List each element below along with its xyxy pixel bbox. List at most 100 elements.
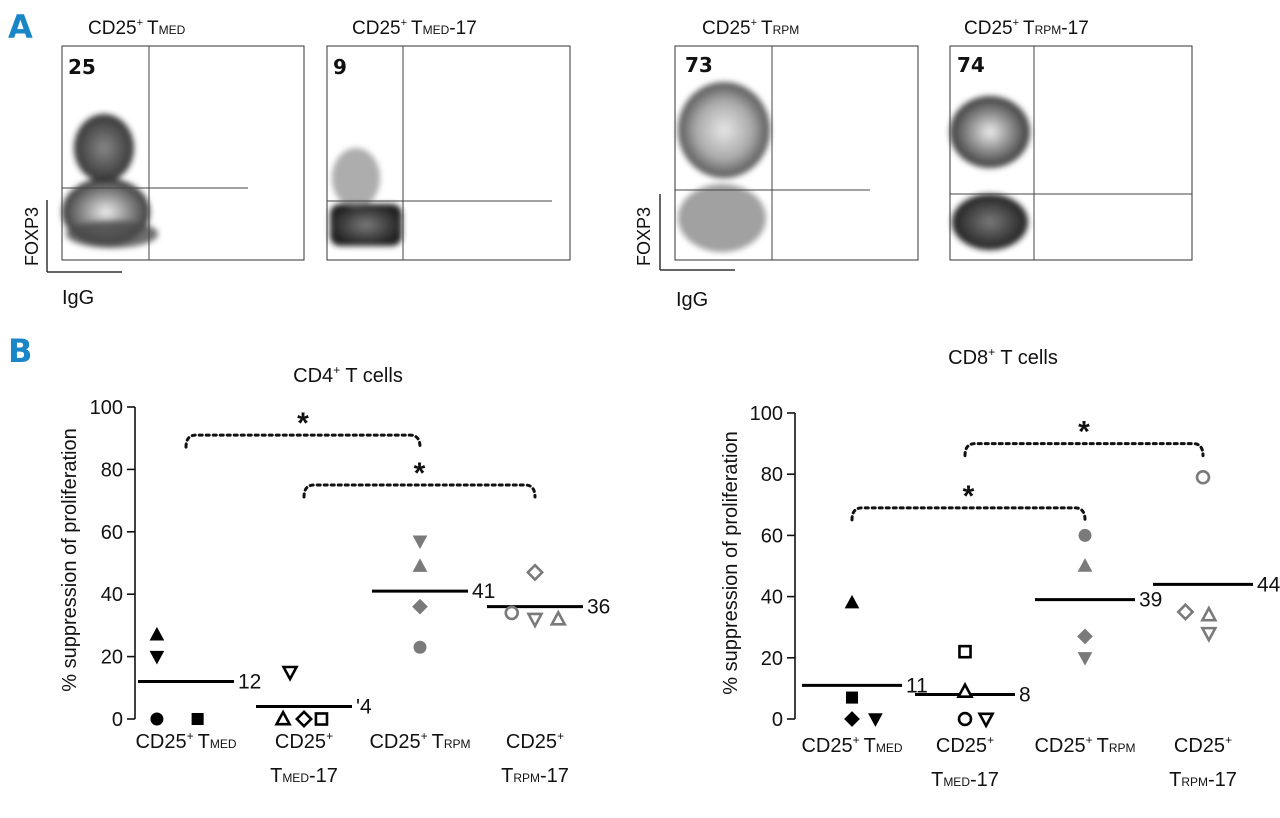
significance-star: *: [963, 480, 975, 513]
y-tick-label: 100: [750, 403, 783, 425]
significance-bracket: [302, 483, 537, 499]
category-label-line2: TRPM-17: [1169, 769, 1237, 791]
y-tick-label: 20: [101, 647, 123, 669]
flow-plot-3: CD25+ TRPM 73 FOXP3 IgG: [634, 17, 919, 311]
flow-plot-2: CD25+ TMED-17 9: [326, 17, 571, 261]
cd8-scatter-plot: CD8+ T cells % suppression of proliferat…: [720, 345, 1280, 791]
y-tick-label: 20: [761, 648, 783, 670]
data-point-circle: [1078, 528, 1092, 542]
category-labels: CD25+ TMED CD25+ TMED-17 CD25+ TRPM CD25+ TRPM-…: [801, 733, 1236, 791]
y-tick-label: 40: [761, 587, 783, 609]
data-point-triangle-up: [844, 594, 860, 609]
data-point-triangle-down: [149, 650, 165, 665]
data-point-diamond: [412, 598, 428, 615]
flow-plot-1: CD25+ TMED 25 FOXP3 IgG: [22, 17, 305, 309]
category-label: CD25+ TMED: [135, 729, 236, 753]
data-point-square: [314, 712, 329, 726]
category-label: CD25+ TRPM: [369, 729, 470, 753]
dot-cloud: [678, 82, 770, 252]
dot-cloud: [950, 96, 1030, 250]
y-axis: 0 20 40 60 80 100: [90, 397, 136, 731]
data-point-triangle-up: [412, 558, 428, 572]
data-point-diamond: [295, 710, 313, 728]
mean-value-label: 8: [1019, 684, 1031, 707]
category-label: CD25+: [275, 729, 333, 753]
category-label-line2: TMED-17: [931, 769, 999, 791]
quadrant-percentage: 25: [68, 55, 96, 79]
mean-lines: 12 '4 41 36: [138, 580, 610, 719]
data-point-triangle-up: [149, 626, 165, 641]
y-tick-label: 100: [90, 397, 123, 419]
category-label: CD25+: [1174, 733, 1232, 757]
y-tick-label: 60: [101, 522, 123, 544]
flow-plot-title: CD25+ TRPM-17: [964, 17, 1089, 39]
significance-bracket: [963, 442, 1205, 458]
category-labels: CD25+ TMED CD25+ TMED-17 CD25+ TRPM CD25+ TRPM-…: [135, 729, 568, 787]
data-point-diamond: [1176, 602, 1195, 621]
category-label: CD25+ TMED: [801, 733, 902, 757]
data-point-triangle-down: [412, 535, 428, 550]
y-tick-label: 80: [761, 464, 783, 486]
y-tick-label: 80: [101, 459, 123, 481]
data-points: [844, 469, 1218, 729]
data-point-diamond: [1077, 628, 1093, 645]
significance-brackets: **: [184, 407, 537, 499]
mean-value-label: 39: [1139, 589, 1162, 612]
y-tick-label: 0: [112, 709, 123, 731]
significance-star: *: [414, 457, 426, 490]
chart-title: CD4+ T cells: [293, 363, 403, 387]
x-axis-label: IgG: [676, 289, 708, 311]
mean-value-label: 11: [906, 674, 928, 697]
data-point-triangle-down: [1200, 626, 1218, 643]
panel-a-letter: A: [8, 8, 33, 46]
y-tick-label: 60: [761, 525, 783, 547]
y-axis: 0 20 40 60 80 100: [750, 403, 796, 731]
significance-bracket: [850, 506, 1087, 522]
y-tick-label: 0: [772, 709, 783, 731]
data-point-diamond: [844, 711, 860, 727]
data-point-triangle-down: [526, 612, 544, 629]
data-point-square: [191, 712, 204, 726]
mean-value-label: 41: [472, 580, 495, 603]
data-point-square: [958, 644, 972, 659]
data-point-triangle-up: [274, 709, 292, 726]
panel-b-letter: B: [8, 332, 32, 370]
data-point-triangle-down: [1077, 652, 1093, 666]
flow-plot-title: CD25+ TMED-17: [352, 17, 477, 39]
data-point-triangle-up: [1200, 605, 1218, 622]
significance-star: *: [1078, 416, 1090, 449]
mean-value-label: 36: [587, 596, 610, 619]
data-point-diamond: [526, 563, 544, 582]
quadrant-percentage: 73: [685, 53, 713, 77]
cd4-scatter-plot: CD4+ T cells % suppression of proliferat…: [59, 363, 610, 787]
significance-brackets: **: [850, 416, 1205, 522]
data-point-triangle-down: [281, 665, 299, 682]
data-point-square: [845, 691, 859, 704]
category-label: CD25+: [506, 729, 564, 753]
data-point-circle: [957, 711, 973, 727]
y-axis-label: FOXP3: [634, 207, 654, 266]
mean-value-label: '4: [356, 696, 372, 719]
chart-title: CD8+ T cells: [948, 345, 1058, 369]
flow-plot-title: CD25+ TMED: [88, 17, 186, 39]
data-point-triangle-down: [868, 713, 883, 727]
x-axis-label: IgG: [62, 287, 94, 309]
data-point-triangle-down: [977, 712, 995, 729]
flow-plot-4: CD25+ TRPM-17 74: [949, 17, 1193, 261]
y-axis-label: % suppression of proliferation: [59, 428, 81, 691]
significance-star: *: [297, 407, 309, 440]
data-point-triangle-up: [956, 681, 974, 698]
dot-cloud: [330, 148, 402, 246]
data-points: [149, 535, 567, 728]
category-label: CD25+: [936, 733, 994, 757]
data-point-circle: [150, 712, 164, 726]
data-point-circle: [504, 605, 520, 621]
panel-a: A CD25+ TMED 25 FOXP3 IgG CD25+ TMED-17: [8, 8, 1193, 311]
y-tick-label: 40: [101, 584, 123, 606]
y-axis-label: FOXP3: [22, 207, 42, 266]
dot-cloud: [62, 114, 158, 248]
data-point-triangle-up: [549, 609, 567, 626]
mean-value-label: 44: [1257, 573, 1280, 596]
category-label-line2: TMED-17: [270, 765, 338, 787]
category-label-line2: TRPM-17: [501, 765, 569, 787]
